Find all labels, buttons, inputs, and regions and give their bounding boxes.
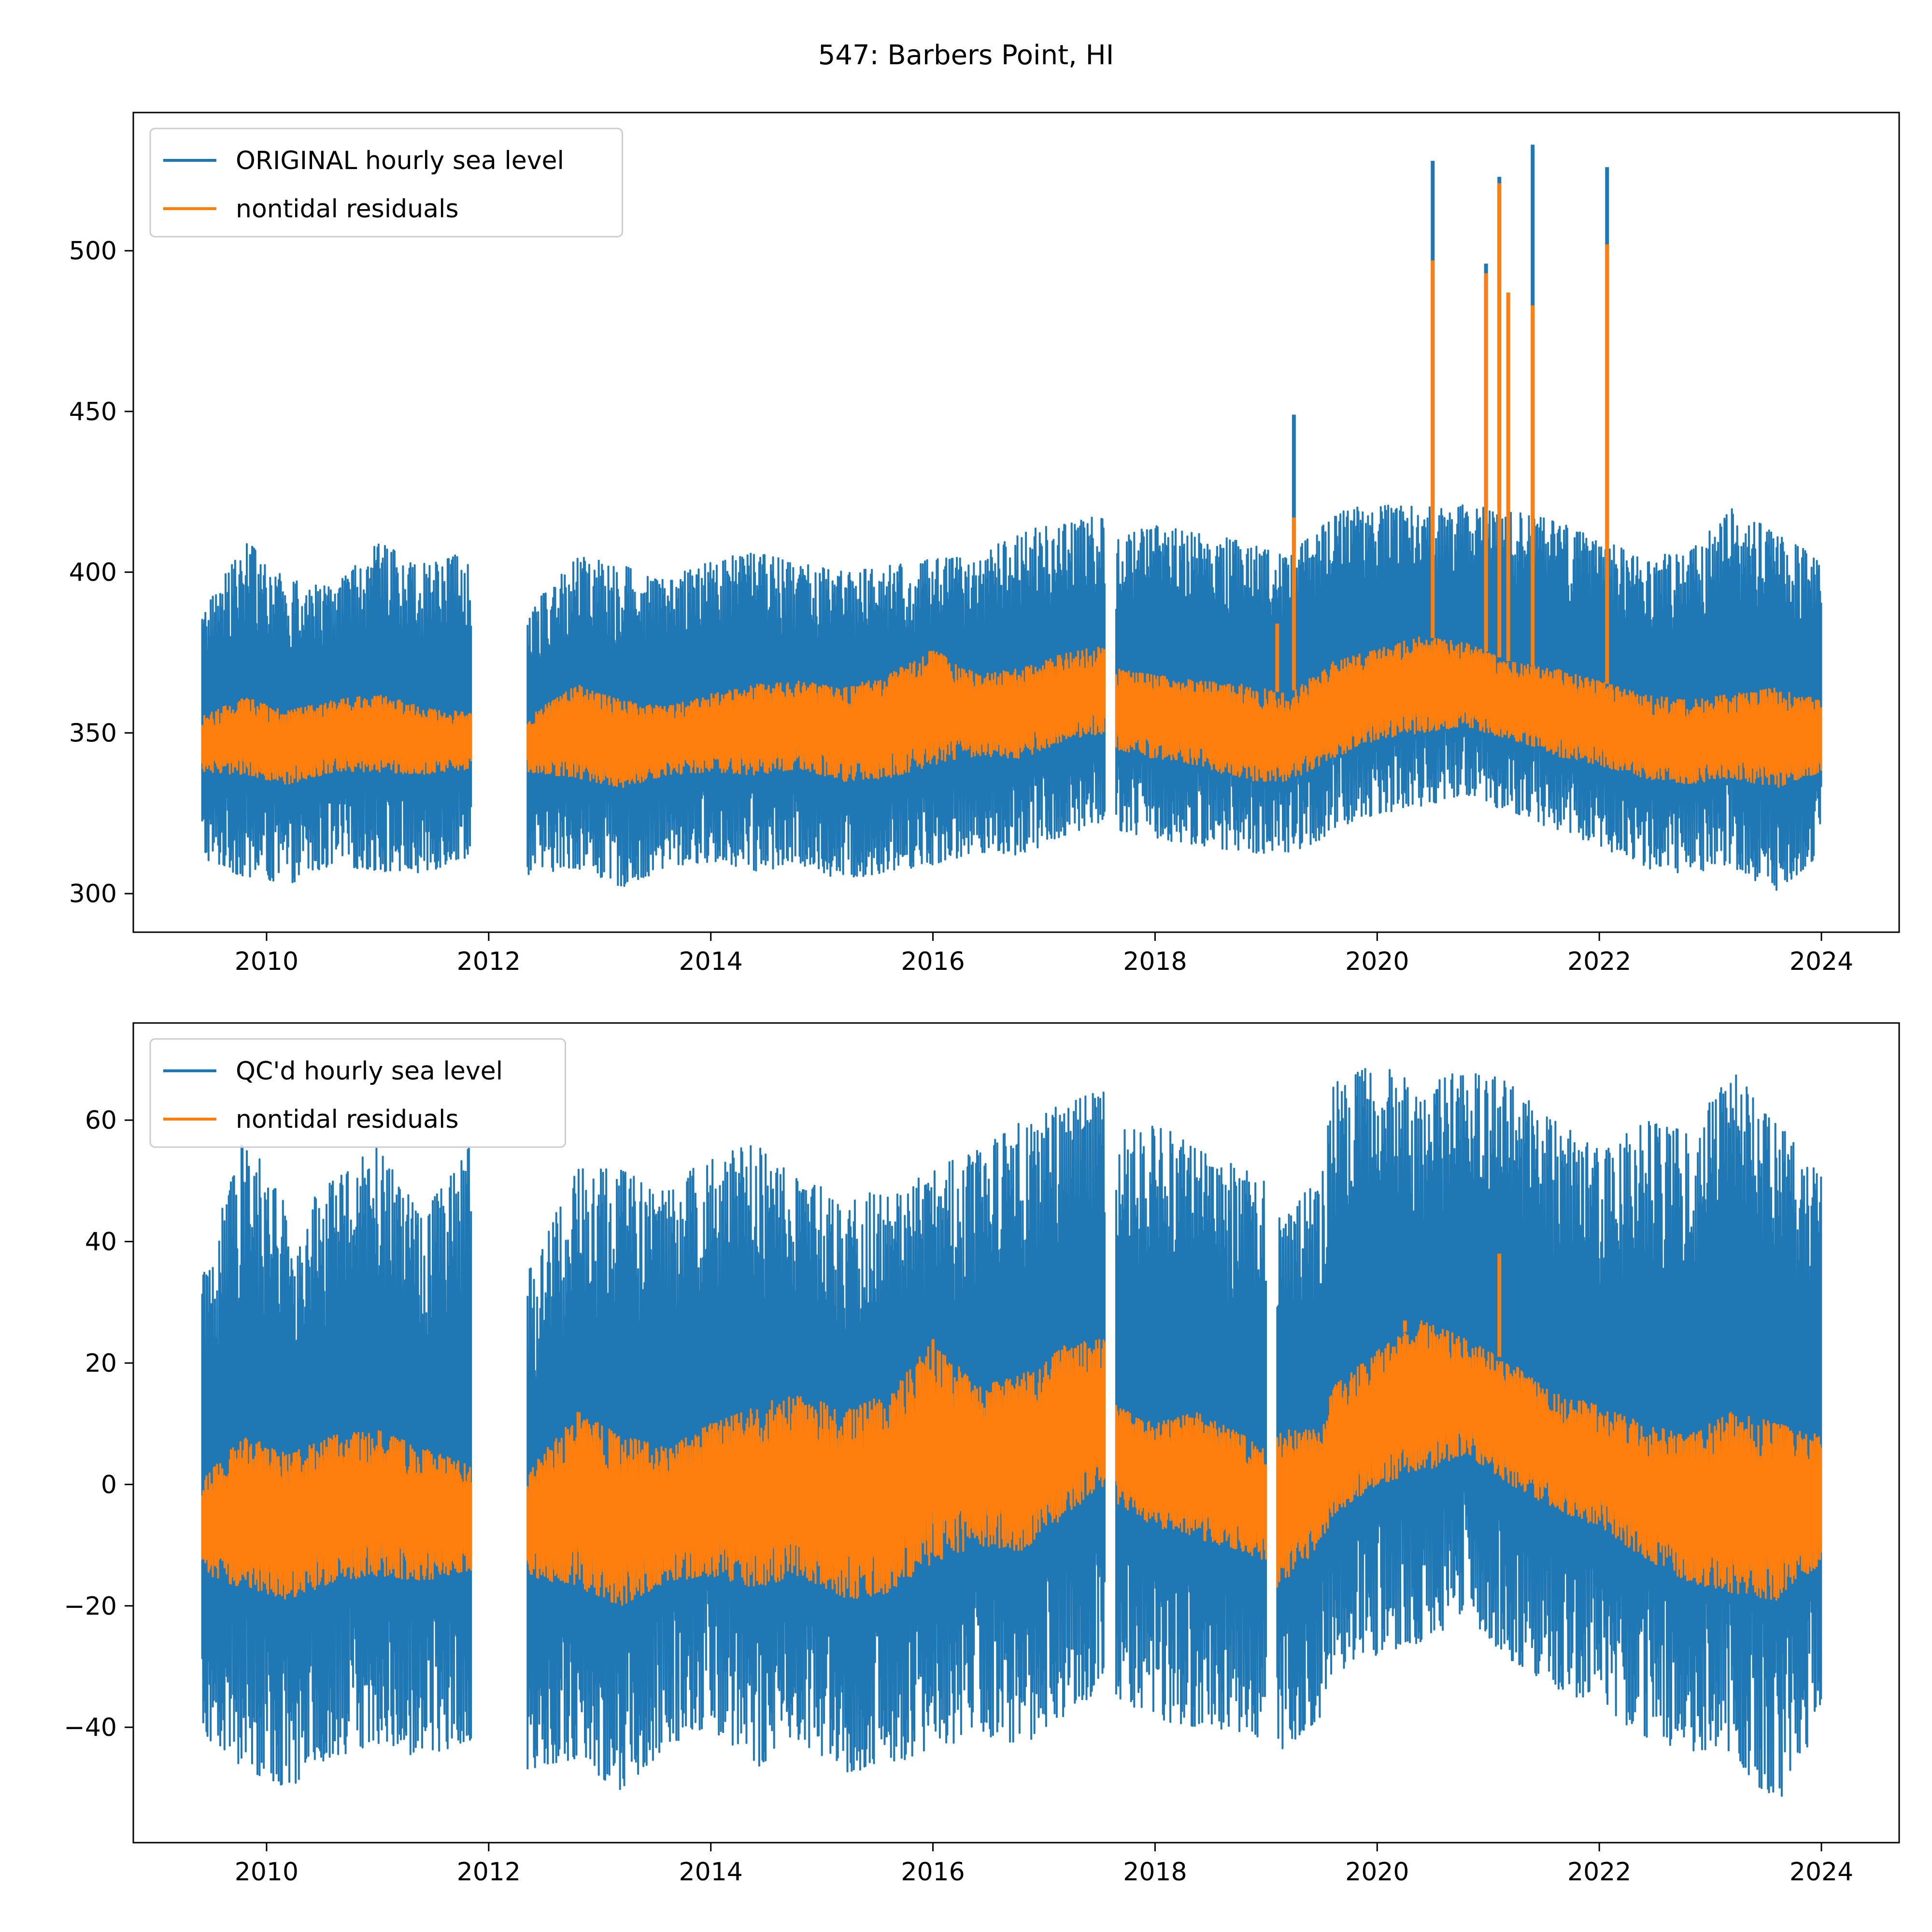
y-tick-label: −40 (64, 1713, 117, 1742)
legend-label: nontidal residuals (236, 1105, 459, 1134)
legend-bottom: QC'd hourly sea level nontidal residuals (149, 1038, 566, 1148)
x-tick-label: 2018 (1123, 947, 1187, 976)
y-tick-label: 40 (85, 1228, 117, 1257)
x-tick-label: 2024 (1790, 947, 1853, 976)
x-tick-label: 2010 (235, 1858, 298, 1887)
x-tick-label: 2018 (1123, 1858, 1187, 1887)
x-tick-label: 2022 (1567, 1858, 1631, 1887)
x-tick-label: 2024 (1790, 1858, 1853, 1887)
panel-bottom: 2010 2012 2014 2016 2018 2020 2022 2024 −40 −20 0 2… (64, 1022, 1900, 1887)
plot-area-bottom (201, 1068, 1822, 1797)
plot-area-top (201, 144, 1822, 891)
y-tick-label: −20 (64, 1592, 117, 1621)
y-tick-label: 0 (101, 1470, 117, 1499)
x-tick-label: 2014 (679, 947, 743, 976)
x-tick-label: 2012 (457, 1858, 521, 1887)
x-tick-label: 2010 (235, 947, 298, 976)
legend-label: ORIGINAL hourly sea level (236, 146, 564, 175)
panels: 2010 2012 2014 2016 2018 2020 2022 2024 300 350 40… (64, 112, 1900, 1887)
axes-frame-top (132, 112, 1900, 933)
y-tick-label: 20 (85, 1349, 117, 1378)
x-tick-label: 2012 (457, 947, 521, 976)
series-line (201, 637, 1822, 788)
x-tick-label: 2022 (1567, 947, 1631, 976)
panel-top: 2010 2012 2014 2016 2018 2020 2022 2024 300 350 40… (69, 112, 1900, 976)
series-line (201, 1320, 1822, 1606)
y-tick-label: 350 (69, 719, 117, 748)
x-tick-label: 2020 (1345, 947, 1409, 976)
figure-title: 547: Barbers Point, HI (818, 40, 1114, 71)
axes-frame-bottom (132, 1022, 1900, 1844)
y-tick-label: 500 (69, 237, 117, 266)
legend-label: nontidal residuals (236, 195, 459, 224)
legend-box (149, 1038, 566, 1148)
y-tick-label: 400 (69, 558, 117, 587)
x-tick-label: 2016 (901, 947, 965, 976)
y-tick-label: 300 (69, 880, 117, 909)
x-tick-label: 2016 (901, 1858, 965, 1887)
y-tick-label: 60 (85, 1106, 117, 1135)
legend-top: ORIGINAL hourly sea level nontidal residu… (149, 128, 623, 238)
x-tick-label: 2020 (1345, 1858, 1409, 1887)
series-top-residuals (201, 183, 1822, 788)
series-bottom-residuals (201, 1253, 1822, 1606)
y-tick-label: 450 (69, 398, 117, 426)
x-tick-label: 2014 (679, 1858, 743, 1887)
legend-label: QC'd hourly sea level (236, 1057, 503, 1086)
legend-box (149, 128, 623, 238)
